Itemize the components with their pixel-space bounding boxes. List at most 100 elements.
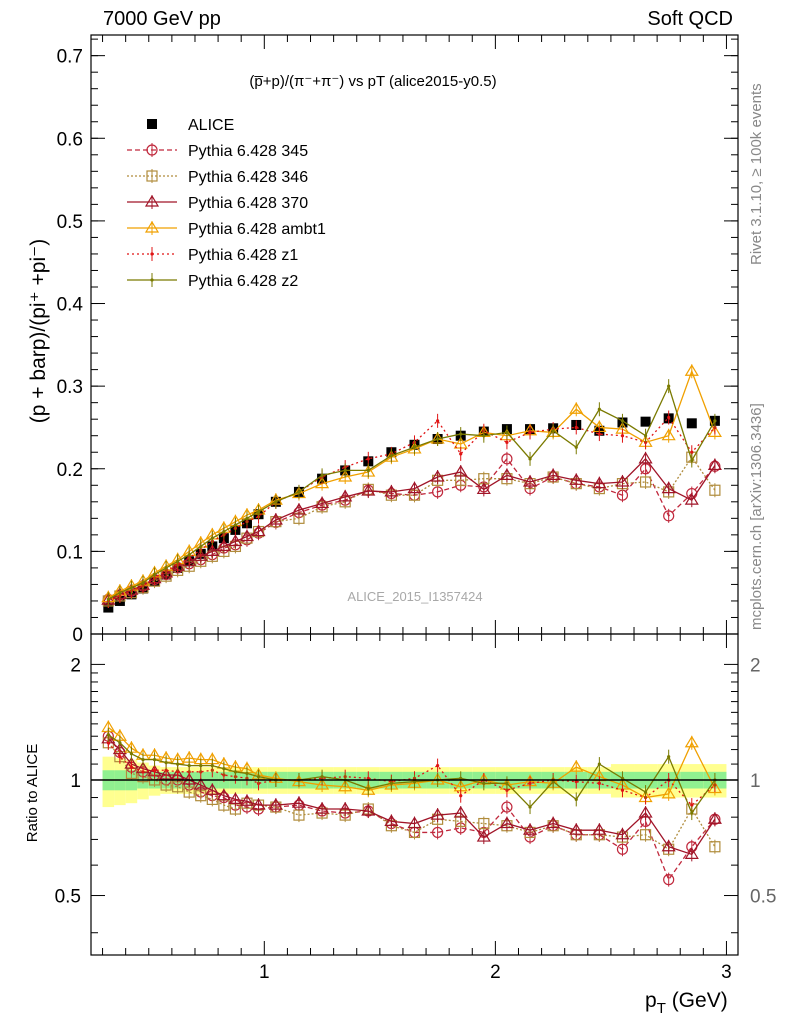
data-point bbox=[315, 476, 330, 489]
data-point bbox=[118, 755, 122, 759]
data-point bbox=[164, 768, 168, 772]
data-point bbox=[667, 415, 671, 420]
data-point bbox=[661, 839, 676, 852]
data-point bbox=[366, 786, 370, 791]
data-point bbox=[597, 781, 601, 785]
data-point bbox=[183, 786, 195, 798]
legend-marker bbox=[144, 194, 160, 207]
data-point bbox=[205, 544, 220, 556]
y-tick-label: 0.3 bbox=[57, 377, 83, 398]
data-point bbox=[690, 450, 694, 454]
legend-label: Pythia 6.428 346 bbox=[188, 169, 308, 186]
data-point bbox=[389, 781, 393, 785]
data-point bbox=[361, 803, 376, 816]
data-point bbox=[476, 829, 491, 842]
data-point bbox=[256, 775, 261, 779]
legend-entry-370: Pythia 6.428 370 bbox=[127, 194, 308, 212]
legend-label: Pythia 6.428 ambt1 bbox=[188, 221, 326, 238]
legend-entry-346: Pythia 6.428 346 bbox=[127, 169, 308, 186]
chart-title: (p̅+p)/(π⁻+π⁻) vs pT (alice2015-y0.5) bbox=[249, 73, 496, 90]
data-point bbox=[216, 788, 231, 801]
data-point bbox=[141, 770, 145, 774]
data-point bbox=[170, 767, 185, 780]
data-point bbox=[361, 483, 376, 496]
data-point bbox=[667, 755, 671, 759]
data-point bbox=[640, 416, 651, 427]
data-point bbox=[436, 437, 440, 441]
data-point bbox=[159, 767, 174, 780]
data-point bbox=[182, 772, 197, 785]
series-line-z1 bbox=[108, 416, 716, 602]
data-point bbox=[528, 781, 532, 785]
data-point bbox=[684, 735, 699, 748]
series-line-345 bbox=[107, 735, 716, 882]
legend-entry-ambt1: Pythia 6.428 ambt1 bbox=[127, 220, 326, 238]
data-point bbox=[459, 432, 463, 436]
x-axis-label: pT (GeV) bbox=[645, 989, 728, 1017]
data-point bbox=[459, 794, 463, 798]
data-point bbox=[430, 807, 445, 820]
ratio-tick-label: 2 bbox=[70, 655, 81, 676]
data-point bbox=[118, 741, 122, 745]
data-point bbox=[320, 775, 324, 779]
series-345 bbox=[102, 451, 721, 607]
data-point bbox=[338, 801, 353, 814]
data-point bbox=[597, 432, 601, 436]
data-point bbox=[164, 566, 168, 570]
data-point bbox=[129, 586, 134, 590]
y-tick-label: 0.5 bbox=[57, 212, 83, 233]
data-point bbox=[412, 445, 417, 449]
data-point bbox=[432, 826, 444, 839]
data-point bbox=[499, 468, 514, 480]
y-tick-label: 0.4 bbox=[57, 295, 84, 316]
data-point bbox=[569, 823, 584, 835]
series-ALICE bbox=[103, 413, 720, 613]
data-point bbox=[551, 429, 555, 433]
data-point bbox=[546, 816, 561, 829]
series-line-346 bbox=[107, 742, 716, 851]
mcplots-label: mcplots.cern.ch [arXiv:1306.3436] bbox=[748, 403, 765, 630]
data-point bbox=[338, 469, 353, 482]
data-point bbox=[129, 752, 134, 756]
data-point bbox=[686, 418, 697, 429]
legend-entry-z2: Pythia 6.428 z2 bbox=[127, 273, 298, 290]
ratio-tick-label-right: 1 bbox=[750, 771, 761, 792]
data-point bbox=[643, 434, 648, 438]
data-point bbox=[193, 549, 208, 561]
y-tick-label: 0 bbox=[72, 625, 83, 646]
data-point bbox=[574, 780, 578, 784]
data-point bbox=[505, 781, 509, 785]
data-point bbox=[141, 757, 145, 762]
series-ambt1 bbox=[101, 720, 722, 805]
ratio-tick-label-right: 2 bbox=[750, 655, 761, 676]
data-point bbox=[239, 794, 255, 806]
data-point bbox=[620, 788, 625, 792]
data-point bbox=[256, 510, 261, 514]
data-point bbox=[430, 469, 445, 482]
legend-marker bbox=[150, 252, 154, 256]
data-point bbox=[199, 763, 203, 768]
ratio-tick-label: 1 bbox=[70, 771, 81, 792]
data-point bbox=[574, 425, 578, 430]
data-point bbox=[620, 419, 625, 423]
data-point bbox=[338, 489, 353, 502]
series-line-346 bbox=[108, 456, 716, 602]
data-point bbox=[233, 523, 238, 527]
data-point bbox=[528, 430, 532, 435]
data-point bbox=[268, 512, 283, 525]
data-point bbox=[522, 823, 538, 835]
data-point bbox=[663, 874, 675, 886]
data-point bbox=[713, 419, 717, 423]
data-point bbox=[106, 741, 110, 745]
data-point bbox=[505, 440, 509, 444]
data-point bbox=[245, 516, 249, 520]
data-point bbox=[528, 457, 532, 461]
data-point bbox=[569, 759, 584, 772]
data-point bbox=[118, 591, 122, 595]
legend-marker bbox=[146, 170, 158, 182]
y-axis-label: (p + barp)/(pi⁺ +pi⁻) bbox=[27, 239, 50, 423]
data-point bbox=[663, 510, 675, 522]
y-tick-label: 0.7 bbox=[57, 47, 83, 68]
x-tick-label: 1 bbox=[259, 962, 270, 983]
